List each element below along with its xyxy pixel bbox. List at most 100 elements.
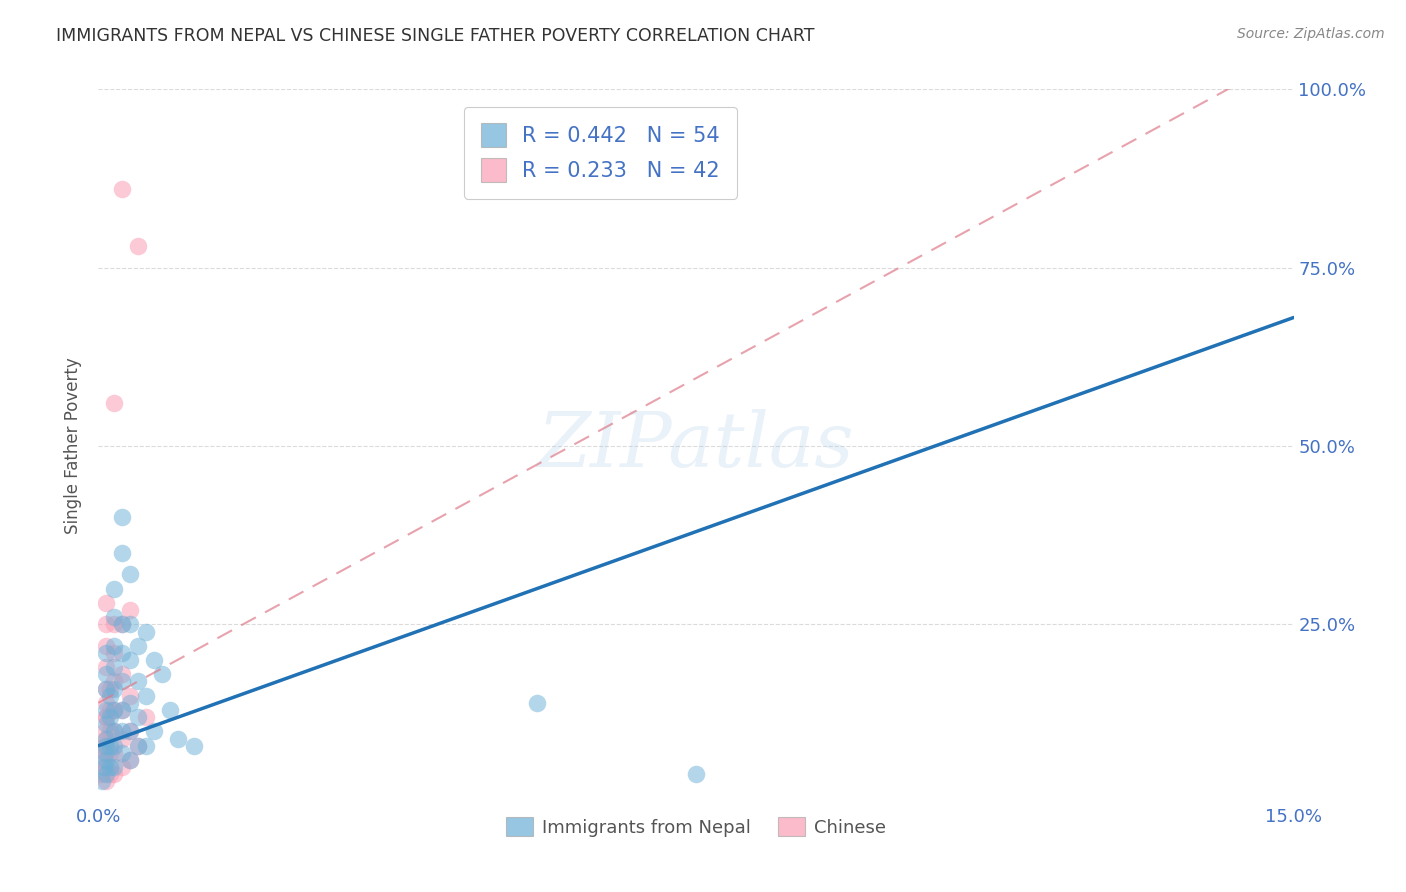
Point [135,624,157,639]
Point [526,696,548,710]
Point [91,774,114,789]
Point [96,703,118,717]
Point [120,696,142,710]
Point [120,617,142,632]
Point [120,753,142,767]
Point [96,639,118,653]
Point [96,681,118,696]
Point [96,717,118,731]
Point [135,739,157,753]
Point [103,739,125,753]
Point [96,646,118,660]
Point [127,239,149,253]
Point [111,510,134,524]
Point [103,724,125,739]
Point [167,731,190,746]
Point [111,546,134,560]
Point [111,674,134,689]
Point [111,724,134,739]
Point [94,710,117,724]
Point [111,760,134,774]
Legend: Immigrants from Nepal, Chinese: Immigrants from Nepal, Chinese [499,810,893,844]
Point [94,746,117,760]
Point [90,767,112,781]
Point [111,746,134,760]
Point [96,710,118,724]
Point [98,746,122,760]
Point [96,739,118,753]
Point [103,767,125,781]
Point [120,653,142,667]
Point [103,760,125,774]
Point [111,617,134,632]
Point [103,617,125,632]
Point [103,639,125,653]
Point [120,724,142,739]
Point [94,724,117,739]
Point [93,739,115,753]
Point [96,696,118,710]
Point [150,667,173,681]
Y-axis label: Single Father Poverty: Single Father Poverty [65,358,83,534]
Point [91,753,114,767]
Point [111,731,134,746]
Point [96,774,118,789]
Point [96,667,118,681]
Text: IMMIGRANTS FROM NEPAL VS CHINESE SINGLE FATHER POVERTY CORRELATION CHART: IMMIGRANTS FROM NEPAL VS CHINESE SINGLE … [56,27,814,45]
Point [685,767,707,781]
Point [103,703,125,717]
Point [96,731,118,746]
Point [98,681,122,696]
Point [98,724,122,739]
Point [111,703,134,717]
Point [127,739,149,753]
Point [103,724,125,739]
Point [103,660,125,674]
Point [96,681,118,696]
Point [103,703,125,717]
Point [127,674,149,689]
Point [94,731,117,746]
Point [98,767,122,781]
Point [127,710,149,724]
Point [98,739,122,753]
Point [103,681,125,696]
Point [98,710,122,724]
Point [103,646,125,660]
Point [98,760,122,774]
Point [96,753,118,767]
Point [120,567,142,582]
Point [103,582,125,596]
Point [96,760,118,774]
Point [96,767,118,781]
Point [103,746,125,760]
Point [93,760,115,774]
Point [120,724,142,739]
Point [111,703,134,717]
Text: Source: ZipAtlas.com: Source: ZipAtlas.com [1237,27,1385,41]
Point [103,396,125,410]
Point [127,739,149,753]
Point [127,639,149,653]
Point [135,689,157,703]
Point [111,182,134,196]
Point [96,596,118,610]
Point [98,703,122,717]
Point [135,710,157,724]
Point [143,653,166,667]
Point [103,674,125,689]
Point [111,667,134,681]
Point [103,610,125,624]
Point [120,753,142,767]
Point [111,646,134,660]
Point [96,617,118,632]
Point [96,660,118,674]
Point [143,724,166,739]
Point [96,746,118,760]
Point [120,689,142,703]
Point [98,689,122,703]
Text: ZIPatlas: ZIPatlas [537,409,855,483]
Point [159,703,181,717]
Point [111,617,134,632]
Point [183,739,205,753]
